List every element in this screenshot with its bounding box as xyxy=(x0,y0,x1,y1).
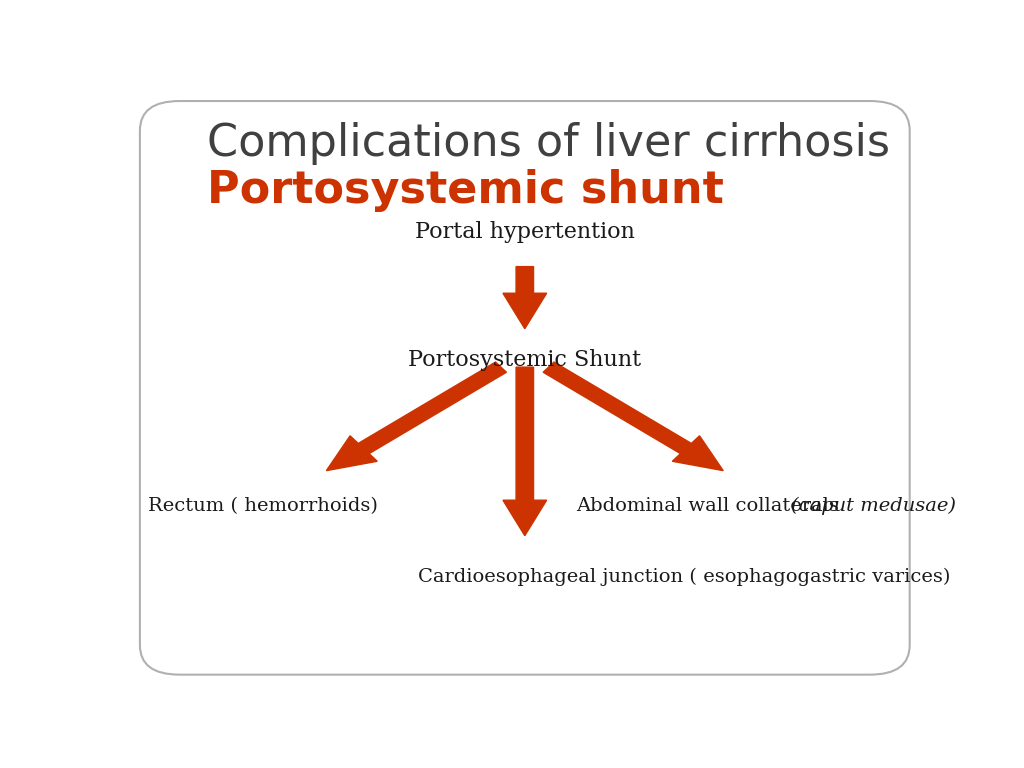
Text: Abdominal wall collaterals: Abdominal wall collaterals xyxy=(577,497,846,515)
Text: Portal hypertention: Portal hypertention xyxy=(415,221,635,243)
Text: Cardioesophageal junction ( esophagogastric varices): Cardioesophageal junction ( esophagogast… xyxy=(418,568,950,587)
Text: Complications of liver cirrhosis: Complications of liver cirrhosis xyxy=(207,121,890,164)
FancyArrow shape xyxy=(327,362,507,471)
FancyBboxPatch shape xyxy=(140,101,909,674)
FancyArrow shape xyxy=(543,362,723,471)
FancyArrow shape xyxy=(503,266,547,329)
FancyArrow shape xyxy=(503,367,547,536)
Text: Portosystemic Shunt: Portosystemic Shunt xyxy=(409,349,641,372)
Text: Rectum ( hemorrhoids): Rectum ( hemorrhoids) xyxy=(147,497,378,515)
Text: Portosystemic shunt: Portosystemic shunt xyxy=(207,169,724,212)
Text: (caput medusae): (caput medusae) xyxy=(791,497,955,515)
